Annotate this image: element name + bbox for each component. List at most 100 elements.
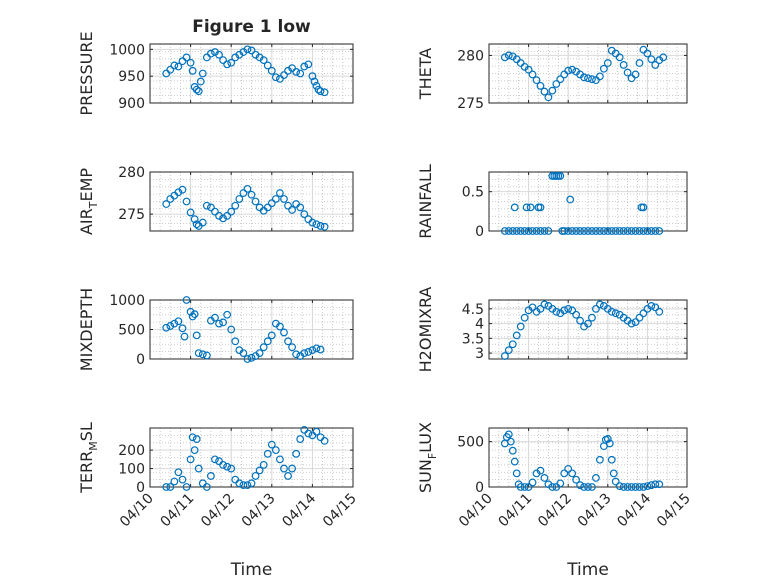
data-point (580, 227, 588, 235)
data-point (211, 207, 219, 216)
data-point (312, 344, 321, 353)
data-point (271, 73, 280, 82)
data-point (267, 199, 276, 208)
data-point (255, 466, 264, 475)
data-point (560, 469, 569, 478)
data-point (243, 45, 252, 54)
data-point (162, 323, 171, 332)
x-tick-label: 04/11 (158, 491, 198, 531)
data-point (255, 349, 264, 358)
data-point (607, 227, 616, 235)
data-point (188, 66, 197, 75)
data-point (188, 312, 197, 321)
data-point (655, 480, 664, 489)
data-point (186, 307, 195, 316)
data-point (651, 303, 660, 312)
data-point (526, 203, 535, 212)
data-point (202, 53, 211, 62)
y-axis-label-1: THETA (416, 48, 435, 100)
data-point (284, 201, 292, 210)
data-point (202, 483, 211, 491)
data-point (243, 481, 252, 490)
y-tick-label: 0 (136, 352, 145, 368)
data-point (259, 343, 268, 352)
data-point (312, 220, 321, 229)
data-point (247, 190, 256, 199)
data-point (584, 74, 592, 83)
axes-box-5 (488, 299, 688, 360)
data-point (219, 214, 227, 223)
data-point (584, 227, 592, 235)
data-point (247, 46, 256, 55)
data-point (595, 227, 604, 235)
data-point (263, 61, 272, 70)
y-tick-label: 4 (475, 317, 484, 333)
data-point (174, 188, 183, 197)
data-point (623, 227, 632, 235)
data-point (280, 71, 288, 80)
data-point (603, 59, 612, 67)
data-point (544, 93, 553, 102)
axes-box-2 (149, 171, 354, 232)
data-point (639, 227, 648, 235)
data-point (592, 227, 600, 235)
data-point (647, 481, 656, 490)
data-point (520, 313, 529, 322)
y-tick-label: 280 (457, 48, 484, 64)
data-point (174, 468, 183, 477)
data-point (174, 317, 183, 326)
data-point (631, 70, 640, 79)
axes-box-1 (488, 43, 688, 104)
data-point (560, 227, 569, 235)
data-point (202, 201, 211, 210)
data-point (524, 65, 533, 74)
y-tick-label: 275 (118, 207, 145, 223)
data-point (603, 227, 612, 235)
y-tick-label: 0 (136, 480, 145, 496)
data-point (552, 307, 561, 316)
y-tick-label: 500 (457, 435, 484, 451)
data-point (296, 435, 305, 443)
data-point (528, 227, 537, 235)
x-tick-label: 04/11 (496, 491, 536, 531)
data-point (576, 227, 584, 235)
data-point (223, 211, 232, 220)
data-point (190, 446, 199, 455)
data-point (188, 433, 197, 442)
data-point (219, 460, 227, 469)
data-point (162, 483, 171, 491)
data-point (536, 227, 545, 235)
data-point (603, 434, 612, 443)
data-point (576, 316, 584, 325)
data-point (312, 427, 321, 436)
x-axis-label: Time (230, 560, 273, 580)
x-tick-label: 04/13 (575, 491, 615, 531)
data-point (623, 68, 632, 77)
data-point (215, 50, 223, 59)
data-point (192, 85, 201, 94)
data-point (619, 227, 628, 235)
data-point (288, 464, 297, 473)
data-point (556, 479, 565, 488)
data-point (512, 331, 521, 340)
data-point (522, 203, 531, 212)
data-point (588, 313, 596, 322)
data-point (528, 70, 537, 79)
data-point (316, 87, 325, 96)
data-point (247, 479, 256, 488)
data-point (619, 483, 628, 491)
data-point (271, 195, 280, 203)
data-point (595, 455, 604, 464)
data-point (564, 227, 573, 235)
data-point (548, 86, 557, 95)
data-point (506, 437, 515, 446)
data-point (564, 66, 573, 75)
y-axis-label-6: TERRMSL (77, 422, 100, 494)
data-point (512, 469, 521, 478)
data-point (198, 69, 207, 78)
data-point (508, 446, 517, 455)
data-point (599, 227, 608, 235)
data-point (280, 328, 288, 337)
data-point (588, 483, 596, 491)
